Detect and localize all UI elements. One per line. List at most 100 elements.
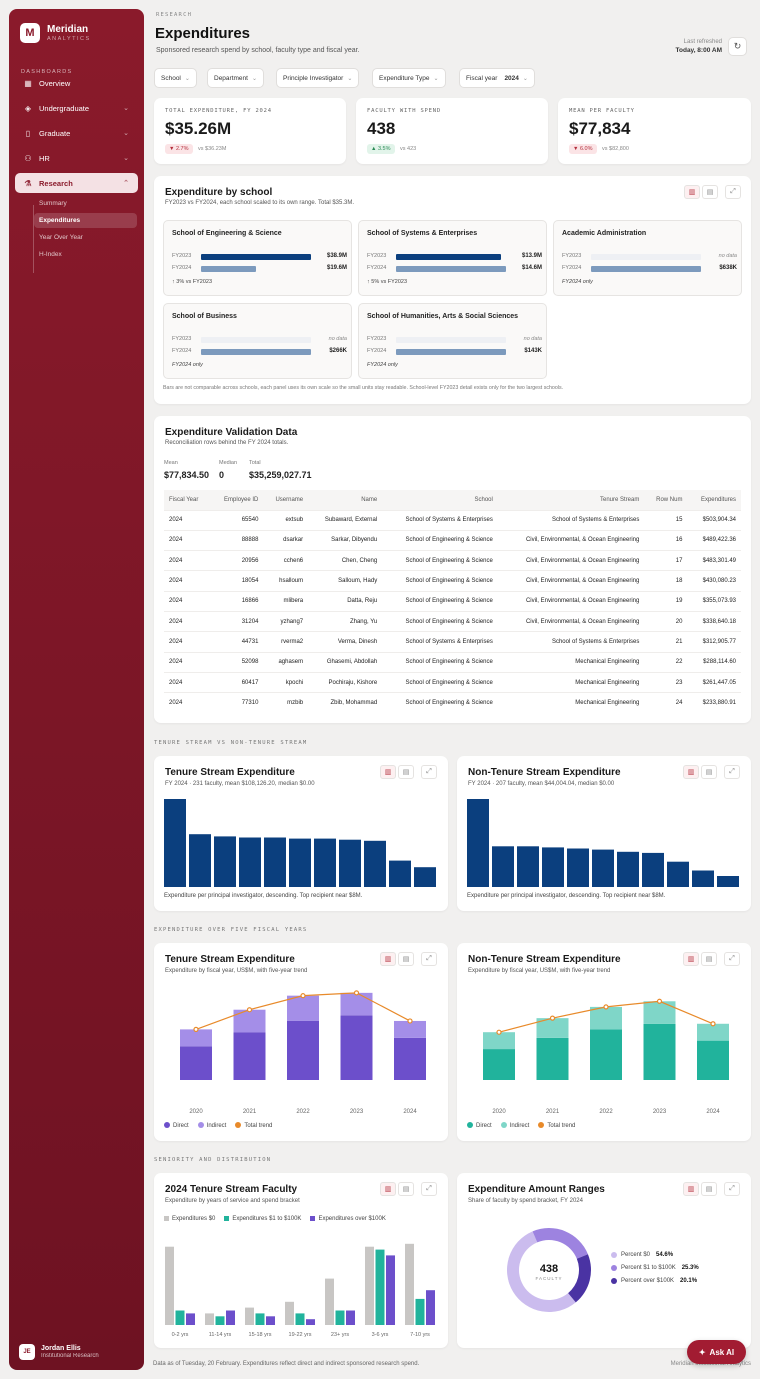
expand-button[interactable]: ⤢ (724, 765, 740, 779)
expand-button[interactable]: ⤢ (724, 952, 740, 966)
table-cell: $355,073.93 (687, 590, 741, 612)
expand-button[interactable]: ⤢ (421, 765, 437, 779)
column-header[interactable]: Row Num (644, 490, 688, 510)
legend-swatch (235, 1122, 242, 1128)
table-row[interactable]: 2024 20956 cchen6 Chen, Cheng School of Engi… (164, 550, 741, 571)
expand-button[interactable]: ⤢ (421, 952, 437, 966)
x-tick-label: 2021 (546, 1109, 560, 1115)
table-row[interactable]: 2024 18054 hsalloum Salloum, Hady School of … (164, 570, 741, 592)
section-label: TENURE STREAM VS NON-TENURE STREAM (154, 740, 308, 746)
expand-button[interactable]: ⤢ (725, 185, 741, 199)
kpi-label: FACULTY WITH SPEND (367, 108, 442, 114)
bar (405, 1243, 414, 1325)
filter-principle-investigator[interactable]: Principle Investigator ⌄ (276, 68, 360, 88)
table-view-button[interactable]: ▤ (398, 952, 414, 966)
legend-item: Expenditures $0 (164, 1216, 215, 1222)
bar (325, 1278, 334, 1325)
filter-expenditure-type[interactable]: Expenditure Type ⌄ (372, 68, 446, 88)
table-row[interactable]: 2024 31204 yzhang7 Zhang, Yu School of Engin… (164, 610, 741, 632)
table-icon: ▤ (705, 1186, 713, 1193)
bar (426, 1290, 435, 1325)
legend-swatch (197, 1122, 204, 1128)
table-cell: Mechanical Engineering (497, 692, 645, 713)
table-view-button[interactable]: ▤ (398, 765, 414, 779)
table-view-button[interactable]: ▤ (701, 952, 717, 966)
bar (205, 1313, 214, 1325)
direct-bar (287, 1020, 319, 1080)
column-header[interactable]: Expenditures (687, 490, 741, 510)
chart-view-button[interactable]: ▥ (683, 765, 699, 779)
user-role: Institutional Research (41, 1353, 99, 1359)
chart-view-button[interactable]: ▥ (380, 1182, 396, 1196)
table-row[interactable]: 2024 88888 dsarkar Sarkar, Dibyendu School o… (164, 529, 741, 551)
chart-view-button[interactable]: ▥ (683, 952, 699, 966)
sidebar-item-hr[interactable]: ⚇ HR ⌄ (15, 148, 138, 168)
filter-school[interactable]: School ⌄ (154, 68, 197, 88)
school-name: School of Engineering & Science (172, 230, 282, 237)
kpi-value: $77,834 (569, 119, 631, 138)
table-row[interactable]: 2024 77310 mzbib Zbib, Mohammad School of En… (164, 692, 741, 713)
table-row[interactable]: 2024 65540 extsub Subaward, External School … (164, 509, 741, 531)
table-cell: cchen6 (263, 550, 309, 571)
subnav-h-index[interactable]: H-Index (39, 251, 62, 258)
column-header[interactable]: School (382, 490, 498, 510)
chart-view-button[interactable]: ▥ (380, 952, 396, 966)
kpi-delta-badge: ▼ 2.7% (165, 144, 193, 154)
subnav-year-over-year[interactable]: Year Over Year (39, 234, 83, 241)
table-row[interactable]: 2024 52098 aghasem Ghasemi, Abdollah School … (164, 651, 741, 673)
table-row[interactable]: 2024 16866 mlibera Datta, Reju School of Eng… (164, 590, 741, 612)
x-tick-label: 2020 (492, 1109, 506, 1115)
indirect-bar (233, 1009, 266, 1033)
table-row[interactable]: 2024 60417 kpochi Pochiraju, Kishore School … (164, 671, 741, 693)
bar-chart-icon: ▥ (687, 956, 695, 963)
table-view-button[interactable]: ▤ (398, 1182, 414, 1196)
kpi-previous: vs $82,800 (602, 146, 629, 152)
chart-legend: Expenditures $0 Expenditures $1 to $100K E… (164, 1216, 386, 1222)
table-cell: $503,904.34 (687, 509, 741, 531)
table-cell: $261,447.05 (687, 671, 741, 693)
sidebar-item-graduate[interactable]: ▯ Graduate ⌄ (15, 123, 138, 143)
column-header[interactable]: Employee ID (210, 490, 264, 510)
school-note: FY2024 only (562, 279, 593, 285)
sidebar-item-undergraduate[interactable]: ◈ Undergraduate ⌄ (15, 98, 138, 118)
legend-item: Total trend (538, 1122, 575, 1129)
column-header[interactable]: Tenure Stream (497, 490, 645, 510)
subnav-expenditures[interactable]: Expenditures (34, 213, 137, 228)
filter-fiscal-year[interactable]: Fiscal year 2024 ⌄ (459, 68, 535, 88)
school-note: ↑ 5% vs FY2023 (367, 279, 408, 285)
bar (186, 1313, 195, 1325)
bar (692, 870, 714, 887)
bar (414, 867, 436, 887)
column-header[interactable]: Name (308, 490, 383, 510)
donut-slice (568, 1254, 591, 1303)
filter-department[interactable]: Department ⌄ (207, 68, 264, 88)
bar (245, 1307, 254, 1325)
subnav-summary[interactable]: Summary (39, 200, 67, 207)
bar (285, 1301, 294, 1325)
filter-label: School (161, 74, 181, 82)
ask-ai-button[interactable]: ✦ Ask AI (687, 1340, 746, 1364)
expand-button[interactable]: ⤢ (724, 1182, 740, 1196)
sidebar-item-research[interactable]: ⚗ Research ⌃ (15, 173, 138, 193)
table-row[interactable]: 2024 44731 rverma2 Verma, Dinesh School of S… (164, 631, 741, 653)
grouped-bar-chart: 0-2 yrs 11-14 yrs 15-18 yrs 19-22 yrs 23+ yr… (165, 1243, 435, 1338)
table-cell: 18 (644, 570, 688, 592)
fy2024-bar (591, 266, 701, 272)
chart-view-button[interactable]: ▥ (684, 185, 700, 199)
bar (365, 1246, 374, 1325)
user-profile[interactable]: JE Jordan Ellis Institutional Research (19, 1344, 99, 1360)
expand-button[interactable]: ⤢ (421, 1182, 437, 1196)
refresh-button[interactable]: ↻ (728, 37, 747, 56)
column-header[interactable]: Username (263, 490, 309, 510)
table-view-button[interactable]: ▤ (702, 185, 718, 199)
bar (339, 839, 361, 887)
chart-view-button[interactable]: ▥ (683, 1182, 699, 1196)
table-view-button[interactable]: ▤ (701, 765, 717, 779)
chart-view-button[interactable]: ▥ (380, 765, 396, 779)
sidebar-item-overview[interactable]: ▦ Overview (15, 73, 138, 93)
fy2023-label: FY2023 (367, 336, 387, 342)
table-view-button[interactable]: ▤ (701, 1182, 717, 1196)
column-header[interactable]: Fiscal Year (164, 490, 211, 510)
table-cell: Mechanical Engineering (497, 651, 645, 673)
fy2024-bar (396, 266, 506, 272)
